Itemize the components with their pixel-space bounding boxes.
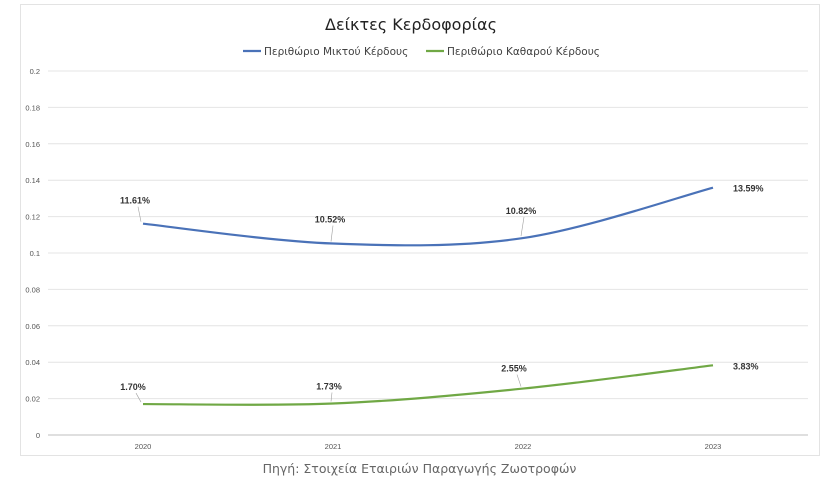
- y-tick-label: 0.06: [25, 322, 40, 331]
- series-line: [142, 364, 714, 406]
- y-tick-label: 0.18: [25, 103, 40, 112]
- y-tick-label: 0.12: [25, 213, 40, 222]
- source-note: Πηγή: Στοιχεία Εταιριών Παραγωγής Ζωοτρο…: [262, 461, 577, 476]
- data-label-leader: [520, 217, 525, 237]
- data-label-leader: [330, 225, 334, 242]
- x-tick-label: 2021: [325, 442, 342, 451]
- data-label-leader: [330, 392, 333, 402]
- series-lines: [142, 186, 714, 406]
- data-labels: 11.61% 10.52% 10.82% 13.59% 1.70% 1.73% 2.55% 3…: [120, 184, 764, 403]
- legend-label: Περιθώριο Καθαρού Κέρδους: [447, 46, 600, 58]
- y-tick-label: 0.14: [25, 176, 40, 185]
- y-axis-ticks: 0 0.02 0.04 0.06 0.08 0.1 0.12 0.14 0.16 0.18 0.2: [25, 67, 40, 440]
- chart-title: Δείκτες Κερδοφορίας: [325, 15, 497, 34]
- x-tick-label: 2020: [135, 442, 152, 451]
- y-tick-label: 0: [36, 431, 40, 440]
- data-label: 10.82%: [506, 206, 537, 216]
- y-tick-label: 0.16: [25, 140, 40, 149]
- data-label: 2.55%: [501, 364, 527, 374]
- legend-label: Περιθώριο Μικτού Κέρδους: [264, 46, 408, 58]
- y-tick-label: 0.2: [30, 67, 40, 76]
- gridlines: [48, 70, 808, 436]
- x-tick-label: 2022: [515, 442, 532, 451]
- y-tick-label: 0.02: [25, 395, 40, 404]
- x-axis-ticks: 2020 2021 2022 2023: [135, 442, 722, 451]
- data-label-leader: [137, 206, 142, 222]
- data-label-leader: [516, 374, 522, 387]
- data-label: 13.59%: [733, 184, 764, 194]
- data-label: 10.52%: [315, 215, 346, 225]
- data-label: 1.70%: [120, 382, 146, 392]
- chart-frame: Δείκτες Κερδοφορίας Περιθώριο Μικτού Κέρ…: [20, 4, 820, 456]
- data-label: 11.61%: [120, 196, 150, 206]
- y-tick-label: 0.1: [30, 249, 40, 258]
- line-chart: Δείκτες Κερδοφορίας Περιθώριο Μικτού Κέρ…: [25, 15, 808, 451]
- data-label: 3.83%: [733, 361, 759, 371]
- x-tick-label: 2023: [705, 442, 722, 451]
- y-tick-label: 0.08: [25, 285, 40, 294]
- y-tick-label: 0.04: [25, 358, 40, 367]
- legend: Περιθώριο Μικτού Κέρδους Περιθώριο Καθαρο…: [243, 46, 600, 58]
- data-label: 1.73%: [316, 382, 342, 392]
- series-line: [142, 186, 714, 247]
- data-label-leader: [135, 392, 142, 403]
